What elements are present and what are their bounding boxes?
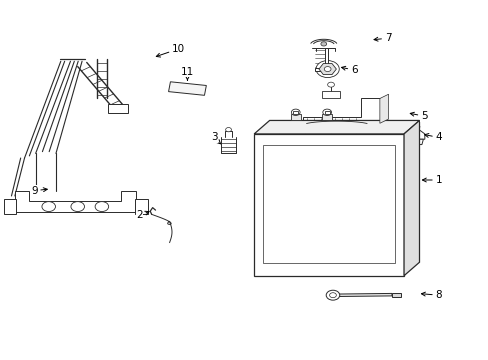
Bar	[391, 293, 400, 297]
Polygon shape	[4, 199, 16, 214]
Text: 8: 8	[421, 290, 441, 300]
Bar	[322, 114, 331, 120]
Circle shape	[291, 109, 300, 116]
Polygon shape	[410, 130, 424, 139]
Bar	[263, 145, 394, 263]
Circle shape	[320, 42, 326, 46]
Polygon shape	[379, 94, 388, 123]
Bar	[324, 111, 329, 114]
Circle shape	[95, 202, 108, 212]
Text: 11: 11	[181, 67, 194, 80]
Text: 2: 2	[136, 211, 149, 220]
Text: 3: 3	[210, 132, 220, 144]
Polygon shape	[135, 199, 147, 214]
Text: 4: 4	[424, 132, 441, 143]
Bar	[290, 114, 300, 120]
Bar	[321, 91, 340, 99]
Text: 10: 10	[156, 44, 185, 57]
Polygon shape	[254, 121, 419, 134]
Polygon shape	[168, 82, 206, 95]
Circle shape	[315, 60, 339, 77]
Polygon shape	[314, 48, 327, 71]
Polygon shape	[318, 63, 336, 75]
Polygon shape	[412, 139, 423, 145]
Text: 7: 7	[373, 33, 390, 43]
Text: 5: 5	[409, 111, 427, 121]
Bar	[254, 134, 403, 276]
Polygon shape	[108, 104, 127, 113]
Text: 1: 1	[422, 175, 441, 185]
Polygon shape	[403, 121, 419, 276]
Circle shape	[327, 82, 334, 87]
Polygon shape	[302, 99, 379, 123]
Polygon shape	[15, 191, 136, 212]
Circle shape	[322, 109, 331, 116]
Text: 6: 6	[341, 65, 357, 75]
Circle shape	[42, 202, 55, 212]
Circle shape	[71, 202, 84, 212]
Circle shape	[325, 290, 339, 300]
Text: 9: 9	[31, 186, 47, 195]
Circle shape	[225, 127, 231, 132]
Bar	[293, 111, 298, 114]
Circle shape	[329, 293, 336, 298]
Polygon shape	[328, 293, 391, 297]
Circle shape	[324, 67, 330, 72]
